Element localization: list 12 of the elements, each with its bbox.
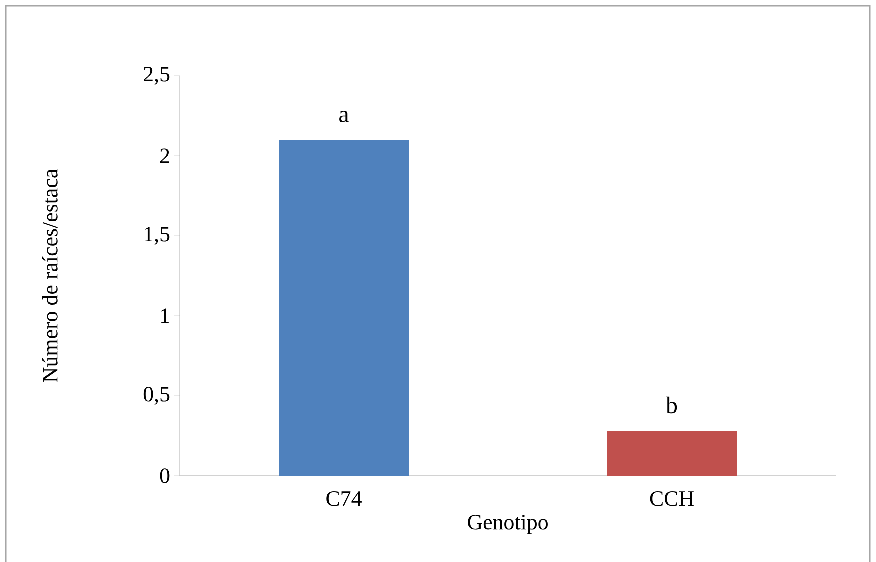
annotation: a [340, 111, 349, 122]
x-axis-title: Genotipo [468, 515, 548, 534]
y-tick-label: 0,5 [144, 387, 170, 405]
y-tick-label: 0 [160, 468, 170, 484]
y-tick-label: 2 [160, 148, 170, 164]
y-tick-label: 1,5 [145, 227, 170, 245]
y-tick-label: 1 [161, 308, 170, 324]
annotation: b [666, 396, 678, 414]
y-tick-label: 2,5 [144, 67, 170, 85]
x-tick-label: CCH [650, 492, 694, 506]
x-tick-label: C74 [326, 492, 362, 506]
y-axis-title: Número de raíces/estaca [42, 169, 58, 382]
